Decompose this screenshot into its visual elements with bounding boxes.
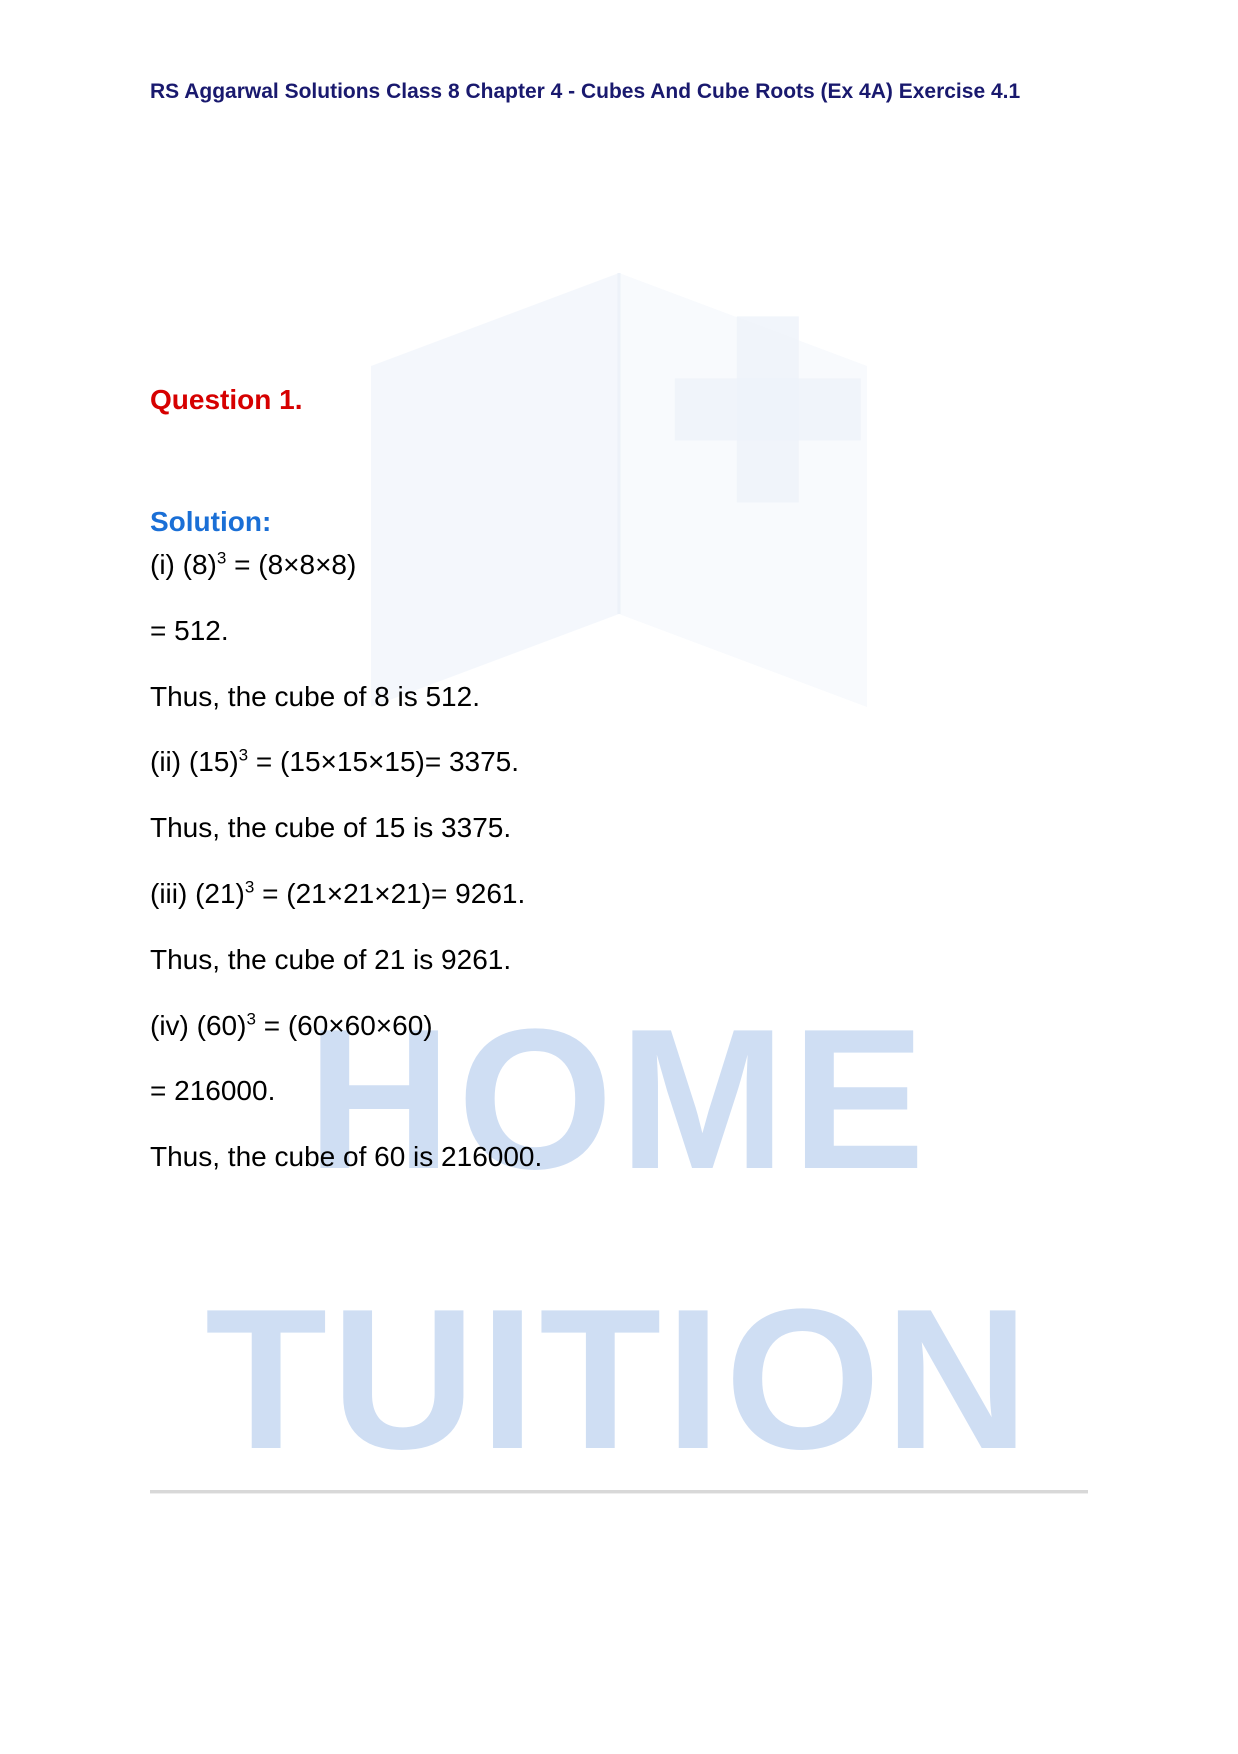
text-fragment: (iv) (60) <box>150 1010 246 1041</box>
page-content: RS Aggarwal Solutions Class 8 Chapter 4 … <box>0 0 1238 1176</box>
question-heading: Question 1. <box>150 384 1088 416</box>
page-header: RS Aggarwal Solutions Class 8 Chapter 4 … <box>150 80 1088 104</box>
text-fragment: = (8×8×8) <box>226 549 356 580</box>
text-fragment: = (21×21×21)= 9261. <box>254 878 525 909</box>
solution-line-3: Thus, the cube of 8 is 512. <box>150 678 1088 716</box>
solution-line-4: (ii) (15)3 = (15×15×15)= 3375. <box>150 743 1088 781</box>
solution-line-7: Thus, the cube of 21 is 9261. <box>150 941 1088 979</box>
solution-line-6: (iii) (21)3 = (21×21×21)= 9261. <box>150 875 1088 913</box>
solution-line-5: Thus, the cube of 15 is 3375. <box>150 809 1088 847</box>
solution-line-10: Thus, the cube of 60 is 216000. <box>150 1138 1088 1176</box>
footer-divider <box>150 1490 1088 1494</box>
solution-line-8: (iv) (60)3 = (60×60×60) <box>150 1007 1088 1045</box>
superscript: 3 <box>245 878 254 897</box>
solution-line-2: = 512. <box>150 612 1088 650</box>
solution-line-1: (i) (8)3 = (8×8×8) <box>150 546 1088 584</box>
watermark-tuition-text: TUITION <box>205 1265 1033 1495</box>
solution-heading: Solution: <box>150 506 1088 538</box>
superscript: 3 <box>246 1009 255 1028</box>
text-fragment: (ii) (15) <box>150 746 239 777</box>
text-fragment: (i) (8) <box>150 549 217 580</box>
text-fragment: = (60×60×60) <box>256 1010 433 1041</box>
solution-line-9: = 216000. <box>150 1072 1088 1110</box>
text-fragment: (iii) (21) <box>150 878 245 909</box>
superscript: 3 <box>217 549 226 568</box>
text-fragment: = (15×15×15)= 3375. <box>248 746 519 777</box>
superscript: 3 <box>239 746 248 765</box>
